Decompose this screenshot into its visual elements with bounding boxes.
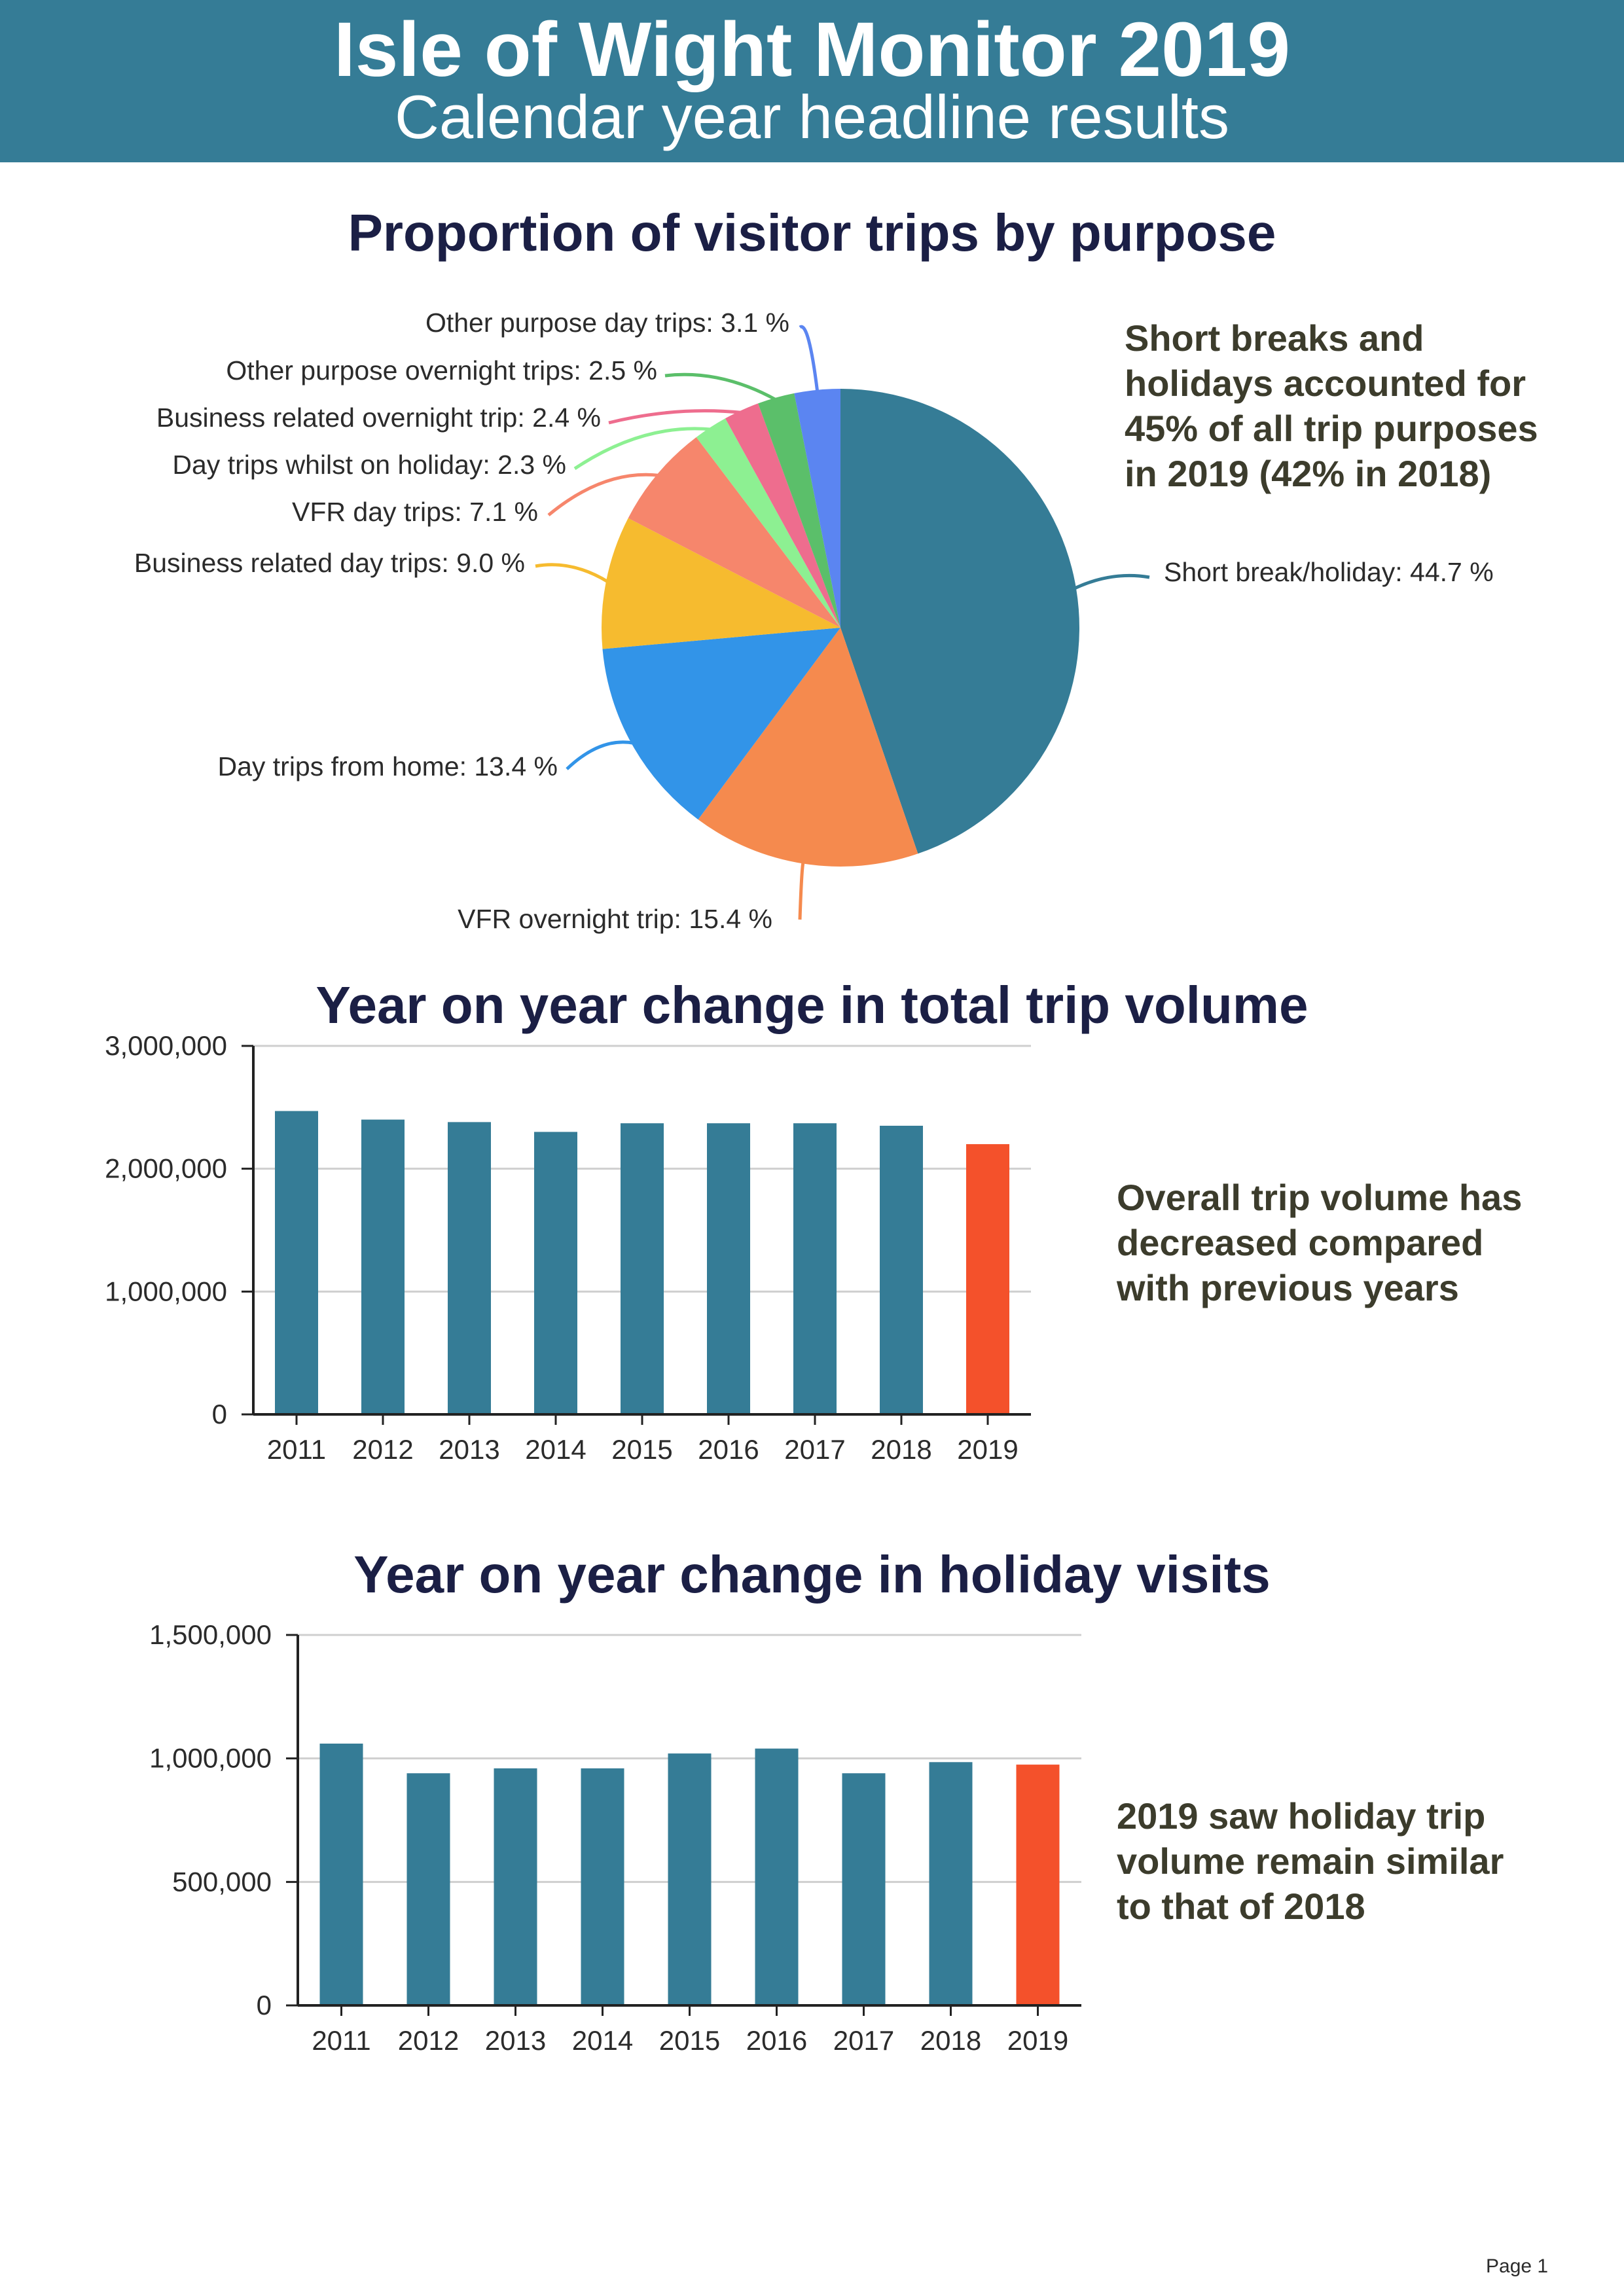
x-tick-label-2018: 2018 (871, 1434, 931, 1465)
pie-leader-line (535, 563, 610, 584)
pie-chart: Short break/holiday: 44.7 % VFR overnight… (134, 308, 1494, 934)
x-tick-label-2015: 2015 (659, 2025, 720, 2056)
x-tick-label-2015: 2015 (611, 1434, 672, 1465)
y-tick-label: 1,000,000 (149, 1743, 272, 1774)
bar-2018 (929, 1762, 973, 2005)
page-subtitle: Calendar year headline results (395, 82, 1229, 151)
bar-chart-2-note: 2019 saw holiday trip volume remain simi… (1117, 1795, 1504, 1927)
bar-2017 (842, 1773, 886, 2005)
x-tick-label-2012: 2012 (398, 2025, 459, 2056)
page-title: Isle of Wight Monitor 2019 (334, 7, 1290, 93)
bar-2018 (880, 1126, 923, 1414)
y-tick-label: 500,000 (172, 1866, 272, 1897)
bar-chart-1-note: Overall trip volume has decreased compar… (1117, 1177, 1523, 1308)
x-tick-label-2017: 2017 (784, 1434, 845, 1465)
bar-2012 (406, 1773, 450, 2005)
pie-leader-line (573, 427, 712, 471)
bar-2016 (755, 1748, 799, 2005)
pie-slice-day-trips-from-home (602, 628, 840, 820)
pie-slice-vfr-day-trips (628, 437, 840, 628)
bar-chart-1-title: Year on year change in total trip volume (316, 976, 1308, 1034)
pie-slice-short-break-holiday (840, 389, 1079, 854)
x-tick-label-2019: 2019 (1007, 2025, 1068, 2056)
pie-label-short-break-holiday: Short break/holiday: 44.7 % (1164, 557, 1494, 587)
bar-2013 (494, 1768, 537, 2005)
pie-leader-line (799, 325, 820, 393)
bar-2019 (966, 1144, 1009, 1414)
x-tick-label-2013: 2013 (439, 1434, 499, 1465)
pie-slice-other-purpose-day-trips (794, 389, 840, 628)
pie-label-vfr-day-trips: VFR day trips: 7.1 % (292, 497, 538, 527)
bar-chart-2-title: Year on year change in holiday visits (353, 1545, 1271, 1604)
x-tick-label-2019: 2019 (957, 1434, 1018, 1465)
bar-2014 (534, 1132, 577, 1414)
pie-leader-line (664, 372, 778, 402)
bar-chart-2: 0 500,000 1,000,000 1,500,000 2011 2012 2013 20… (149, 1619, 1081, 2056)
bar-2016 (707, 1123, 750, 1414)
bar-2011 (319, 1744, 363, 2005)
pie-note: Short breaks and holidays accounted for … (1125, 317, 1538, 494)
pie-label-day-trips-whilst-on-holiday: Day trips whilst on holiday: 2.3 % (172, 450, 566, 480)
y-tick-label: 0 (257, 1990, 272, 2020)
bar-2015 (621, 1123, 664, 1414)
bar-2011 (275, 1111, 318, 1414)
pie-label-day-trips-from-home: Day trips from home: 13.4 % (217, 751, 558, 781)
x-tick-label-2011: 2011 (267, 1434, 326, 1465)
pie-leader-line (608, 409, 743, 425)
pie-slice-business-related-day-trips (601, 518, 840, 649)
x-tick-label-2016: 2016 (746, 2025, 807, 2056)
pie-label-other-purpose-day-trips: Other purpose day trips: 3.1 % (425, 308, 789, 338)
x-tick-label-2018: 2018 (920, 2025, 981, 2056)
pie-label-other-purpose-overnight-trips: Other purpose overnight trips: 2.5 % (226, 355, 657, 386)
bar-2014 (581, 1768, 624, 2005)
x-tick-label-2014: 2014 (572, 2025, 633, 2056)
bar-chart-1: 0 1,000,000 2,000,000 3,000,000 2011 2012 2013… (105, 1030, 1031, 1465)
x-tick-label-2017: 2017 (833, 2025, 894, 2056)
y-tick-label: 2,000,000 (105, 1153, 227, 1184)
pie-slice-other-purpose-overnight-trips (758, 393, 840, 628)
page-number: Page 1 (1486, 2255, 1549, 2277)
y-tick-label: 3,000,000 (105, 1030, 227, 1061)
pie-leader-line (547, 473, 660, 516)
pie-slice-business-related-overnight-trip (725, 403, 840, 628)
pie-label-business-related-day-trips: Business related day trips: 9.0 % (134, 548, 525, 578)
x-tick-label-2012: 2012 (352, 1434, 413, 1465)
pie-leader-line (1073, 573, 1150, 590)
pie-leader-line (566, 740, 635, 770)
x-tick-label-2013: 2013 (485, 2025, 546, 2056)
x-tick-label-2014: 2014 (525, 1434, 586, 1465)
y-tick-label: 1,500,000 (149, 1619, 272, 1650)
pie-chart-title: Proportion of visitor trips by purpose (348, 204, 1276, 262)
header-banner: Isle of Wight Monitor 2019 Calendar year… (0, 0, 1624, 162)
pie-label-business-related-overnight-trip: Business related overnight trip: 2.4 % (156, 403, 601, 433)
y-tick-label: 1,000,000 (105, 1276, 227, 1306)
y-tick-label: 0 (212, 1399, 227, 1429)
bar-2015 (668, 1753, 712, 2005)
pie-slice-vfr-overnight-trip (698, 628, 918, 867)
bar-2019 (1016, 1765, 1060, 2005)
bar-2013 (448, 1122, 491, 1414)
bar-2017 (793, 1123, 837, 1414)
pie-label-vfr-overnight-trip: VFR overnight trip: 15.4 % (458, 904, 772, 934)
bar-2012 (361, 1119, 405, 1414)
x-tick-label-2011: 2011 (312, 2025, 370, 2056)
pie-leader-line (798, 859, 806, 920)
x-tick-label-2016: 2016 (698, 1434, 759, 1465)
pie-slice-day-trips-whilst-on-holiday (696, 418, 840, 628)
